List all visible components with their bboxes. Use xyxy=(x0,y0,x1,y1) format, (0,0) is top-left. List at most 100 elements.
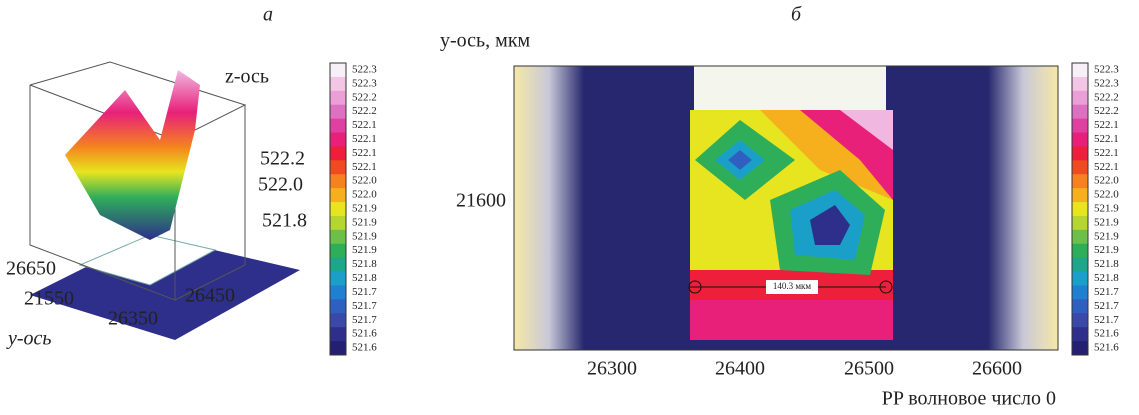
colorbar-label: 521.7 xyxy=(1094,286,1119,298)
z-tick: 522.0 xyxy=(258,174,303,196)
colorbar-label: 521.7 xyxy=(352,300,377,312)
colorbar-cell xyxy=(330,327,346,341)
x-axis-label: PP волновое число 0 xyxy=(882,388,1056,410)
colorbar-cell xyxy=(330,202,346,216)
colorbar-cell xyxy=(1072,174,1088,188)
colorbar-cell xyxy=(330,160,346,174)
colorbar-cell xyxy=(1072,63,1088,77)
colorbar-label: 521.7 xyxy=(352,314,377,326)
colorbar-cell xyxy=(1072,202,1088,216)
colorbar-label: 522.2 xyxy=(352,91,377,103)
colorbar-label: 522.1 xyxy=(1094,161,1119,173)
colorbar-label: 522.3 xyxy=(1094,63,1119,75)
colorbar-cell xyxy=(330,299,346,313)
colorbar-label: 522.1 xyxy=(1094,119,1119,131)
colorbar-cell xyxy=(1072,299,1088,313)
colorbar-label: 522.2 xyxy=(1094,105,1119,117)
axis-tick: 26450 xyxy=(185,285,235,307)
panel-label: а xyxy=(263,4,273,26)
colorbar-label: 521.9 xyxy=(352,216,377,228)
colorbar-cell xyxy=(330,105,346,119)
panel-a: а z-ось 522.2 522.0 521.8 26650 21550 26… xyxy=(6,4,307,350)
colorbar-label: 522.3 xyxy=(352,77,377,89)
colorbar-cell xyxy=(330,272,346,286)
colorbar-cell xyxy=(1072,327,1088,341)
colorbar-cell xyxy=(1072,272,1088,286)
colorbar-cell xyxy=(1072,119,1088,133)
colorbar-cell xyxy=(1072,313,1088,327)
colorbar-label: 521.9 xyxy=(1094,216,1119,228)
y-axis-label: y-ось, мкм xyxy=(440,30,531,52)
colorbar-cell xyxy=(330,341,346,355)
colorbar-cell xyxy=(1072,77,1088,91)
colorbar-label: 521.6 xyxy=(352,342,377,354)
colorbar-label: 521.8 xyxy=(352,272,377,284)
colorbar-label: 521.7 xyxy=(1094,314,1119,326)
panel-label: б xyxy=(791,4,802,26)
colorbar-cell xyxy=(330,119,346,133)
map xyxy=(690,110,893,340)
axis-tick: 26650 xyxy=(6,258,56,280)
colorbar-cell xyxy=(330,285,346,299)
colorbar-label: 521.8 xyxy=(1094,272,1119,284)
colorbar-label: 521.9 xyxy=(352,203,377,215)
strip xyxy=(694,66,886,112)
colorbar-label: 521.9 xyxy=(1094,244,1119,256)
colorbar-label: 521.7 xyxy=(1094,300,1119,312)
colorbar-label: 522.1 xyxy=(352,161,377,173)
colorbar-cell xyxy=(330,313,346,327)
colorbar-label: 522.2 xyxy=(1094,91,1119,103)
colorbar-cell xyxy=(1072,105,1088,119)
colorbar-cell xyxy=(1072,230,1088,244)
surface xyxy=(65,70,200,240)
z-axis-label: z-ось xyxy=(225,66,269,88)
colorbar-cell xyxy=(1072,216,1088,230)
colorbar-label: 521.9 xyxy=(1094,203,1119,215)
colorbar-cell xyxy=(1072,160,1088,174)
colorbar-label: 522.0 xyxy=(352,175,377,187)
colorbar-cell xyxy=(330,188,346,202)
colorbar-label: 522.1 xyxy=(1094,133,1119,145)
colorbar-cell xyxy=(330,230,346,244)
colorbar-cell xyxy=(330,77,346,91)
colorbar-label: 522.0 xyxy=(352,189,377,201)
colorbar-label: 522.1 xyxy=(352,119,377,131)
colorbar-cell xyxy=(1072,188,1088,202)
panel-b: б y-ось, мкм 140.3 мкм 21600 26300 26400… xyxy=(440,4,1058,410)
colorbar-cell xyxy=(1072,91,1088,105)
colorbar-label: 521.9 xyxy=(1094,230,1119,242)
measure-label: 140.3 мкм xyxy=(773,281,812,291)
colorbar-label: 521.6 xyxy=(352,328,377,340)
colorbar-cell xyxy=(1072,146,1088,160)
colorbar-cell xyxy=(330,91,346,105)
colorbar-cell xyxy=(330,133,346,147)
z-tick: 521.8 xyxy=(262,210,307,232)
colorbar-label: 522.3 xyxy=(1094,77,1119,89)
colorbar-cell xyxy=(330,216,346,230)
colorbar-cell xyxy=(330,244,346,258)
x-tick: 26400 xyxy=(715,358,765,380)
colorbar-label: 522.1 xyxy=(352,147,377,159)
colorbar-label: 521.9 xyxy=(352,230,377,242)
colorbar-label: 521.8 xyxy=(1094,258,1119,270)
colorbar-cell xyxy=(1072,258,1088,272)
colorbar-label: 522.0 xyxy=(1094,175,1119,187)
colorbar-cell xyxy=(1072,285,1088,299)
colorbar-label: 521.7 xyxy=(352,286,377,298)
colorbar-cell xyxy=(1072,244,1088,258)
x-tick: 26600 xyxy=(972,358,1022,380)
colorbar-label: 521.9 xyxy=(352,244,377,256)
colorbar-label: 521.6 xyxy=(1094,342,1119,354)
colorbar-label: 522.0 xyxy=(1094,189,1119,201)
colorbar-label: 521.8 xyxy=(352,258,377,270)
axis-tick: 26350 xyxy=(108,308,158,330)
z-tick: 522.2 xyxy=(260,148,305,170)
y-axis-label: y-ось xyxy=(6,328,52,350)
colorbar-label: 522.1 xyxy=(1094,147,1119,159)
colorbar-cell xyxy=(330,258,346,272)
colorbar-label: 522.1 xyxy=(352,133,377,145)
heatmap-edge xyxy=(988,66,1058,350)
colorbar-cell xyxy=(330,146,346,160)
colorbar-label: 522.2 xyxy=(352,105,377,117)
x-tick: 26300 xyxy=(587,358,637,380)
